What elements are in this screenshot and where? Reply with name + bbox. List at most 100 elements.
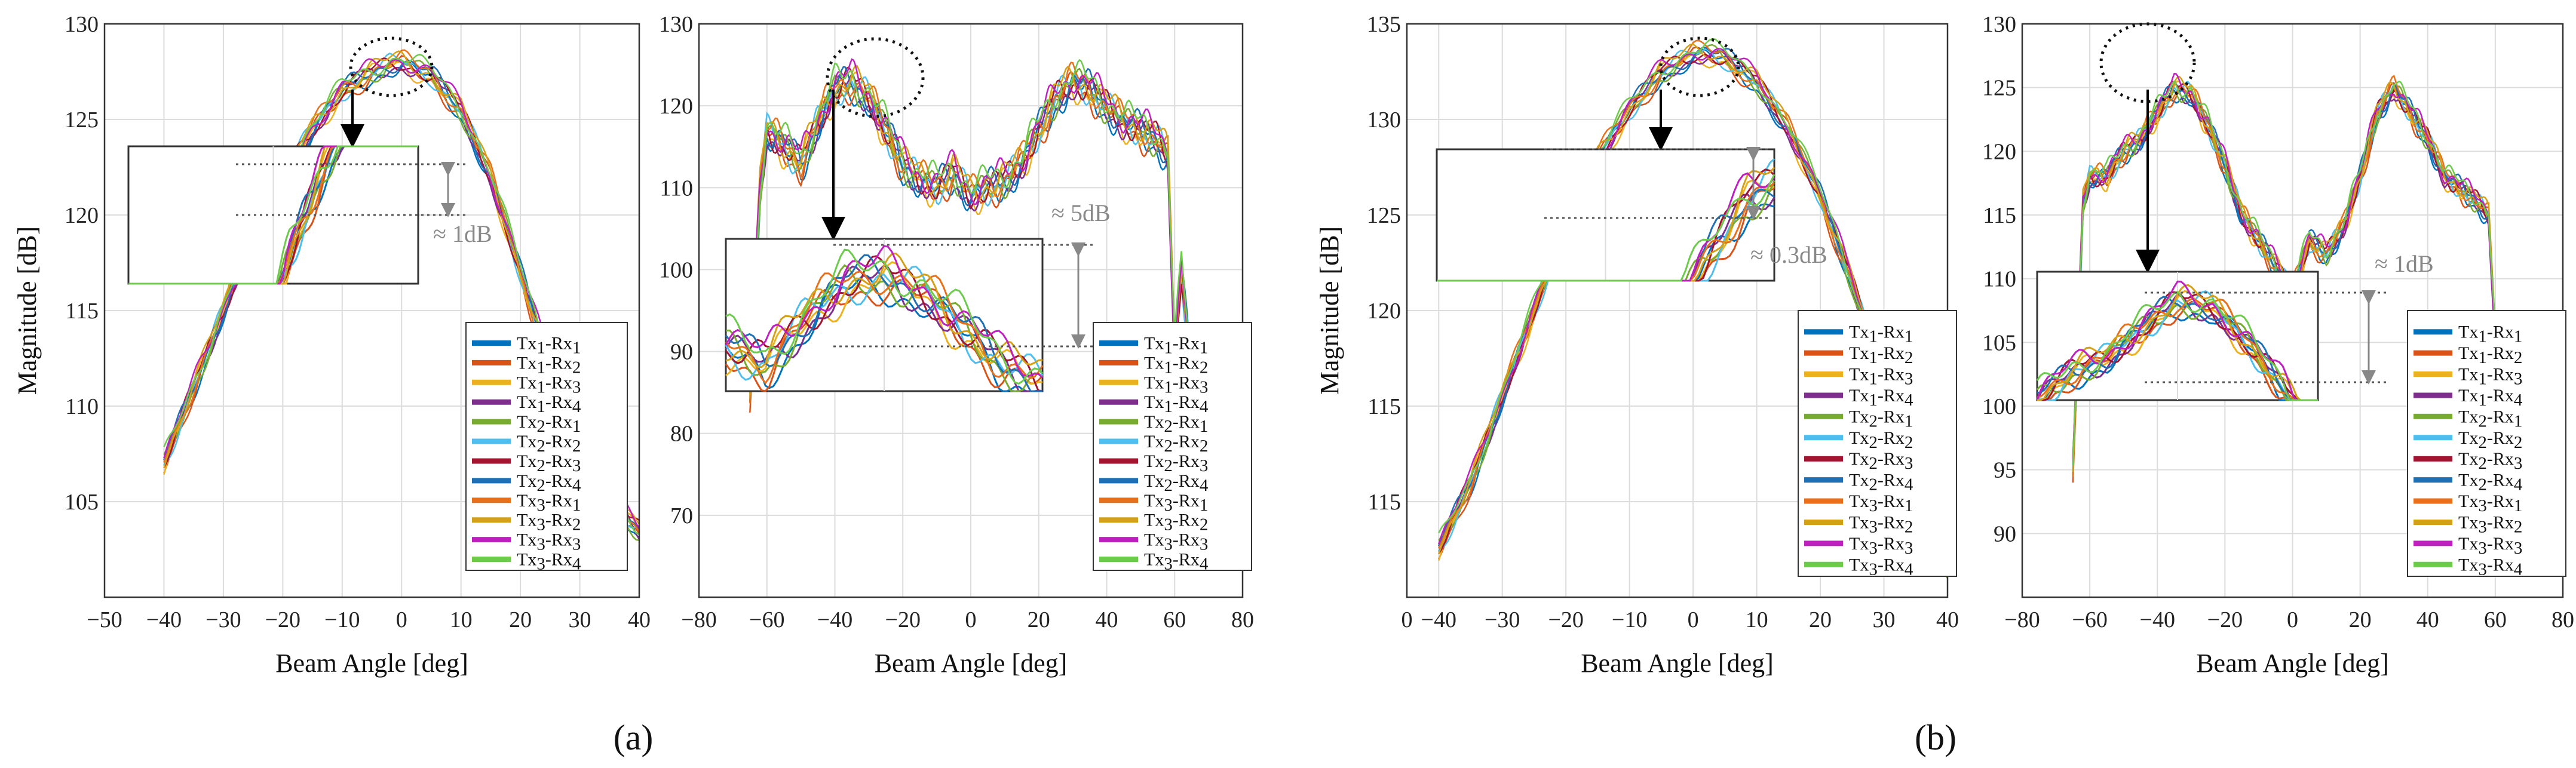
- legend-entry: Tx1-Rx3: [1144, 373, 1208, 397]
- y-tick-label: 120: [659, 94, 693, 119]
- legend-entry: Tx1-Rx4: [517, 392, 581, 416]
- legend-entry: Tx1-Rx3: [517, 373, 581, 397]
- legend-entry: Tx3-Rx1: [2458, 491, 2522, 515]
- legend-entry: Tx1-Rx1: [1144, 333, 1208, 357]
- x-tick-label: −50: [87, 607, 122, 632]
- inset-line-b2-2: [2037, 290, 2318, 401]
- legend-entry: Tx1-Rx4: [2458, 386, 2523, 410]
- legend-entry: Tx2-Rx2: [2458, 428, 2522, 452]
- x-tick-label: 60: [2484, 607, 2507, 632]
- y-tick-label: 130: [65, 12, 99, 37]
- y-tick-label: 115: [1983, 203, 2016, 228]
- peak-circle: [826, 37, 925, 118]
- peak-circle: [2099, 22, 2196, 103]
- x-tick-label: −30: [1485, 607, 1520, 632]
- legend-entry: Tx2-Rx4: [517, 471, 581, 495]
- x-tick-label: 20: [2349, 607, 2372, 632]
- x-tick-label: −10: [1612, 607, 1647, 632]
- y-tick-label: 120: [1982, 139, 2016, 164]
- y-tick-label: 90: [670, 340, 693, 365]
- x-axis-label: Beam Angle [deg]: [875, 649, 1068, 678]
- legend-entry: Tx2-Rx1: [1849, 407, 1913, 431]
- peak-circle: [1659, 36, 1740, 97]
- x-tick-label: −10: [324, 607, 360, 632]
- series-line-a2-9: [749, 64, 1192, 396]
- y-tick-label: 110: [1983, 267, 2016, 292]
- x-tick-label: 40: [1096, 607, 1118, 632]
- inset-line-a2-10: [725, 245, 1043, 379]
- inset-line-b2-10: [2036, 280, 2318, 401]
- delta-annotation: ≈ 5dB: [1051, 199, 1111, 226]
- y-tick-label: 70: [670, 503, 693, 529]
- y-tick-label: 130: [1982, 12, 2016, 37]
- legend-entry: Tx3-Rx4: [1849, 555, 1913, 579]
- legend-entry: Tx1-Rx1: [1849, 322, 1913, 346]
- legend-entry: Tx1-Rx2: [517, 353, 581, 377]
- chart-a1: −50 −40 −30 −20 −10 0 10 20 30 40 105 110 115 120 125 1…: [13, 12, 651, 678]
- legend-entry: Tx3-Rx2: [2458, 512, 2522, 536]
- x-tick-label: 20: [1028, 607, 1050, 632]
- legend-entry: Tx3-Rx1: [1849, 491, 1913, 515]
- legend-entry: Tx3-Rx1: [1144, 491, 1208, 515]
- y-tick-label: 115: [1367, 394, 1401, 419]
- x-tick-label: 40: [628, 607, 651, 632]
- inset-line-a2-7: [725, 254, 1042, 392]
- legend-entry: Tx2-Rx3: [1849, 449, 1913, 473]
- x-tick-label: 0: [965, 607, 977, 632]
- x-tick-label: 0: [396, 607, 407, 632]
- x-tick-label: 80: [2552, 607, 2574, 632]
- peak-circle: [349, 36, 434, 97]
- x-tick-label: −20: [2207, 607, 2243, 632]
- y-tick-label: 100: [659, 257, 693, 282]
- y-tick-label: 110: [660, 176, 693, 201]
- y-tick-label: 105: [65, 490, 99, 515]
- x-tick-label: −40: [2140, 607, 2175, 632]
- legend-entry: Tx3-Rx3: [1849, 534, 1913, 558]
- legend-entry: Tx2-Rx4: [1144, 471, 1209, 495]
- inset-line-b2-7: [2037, 296, 2318, 401]
- legend-entry: Tx3-Rx3: [1144, 530, 1208, 554]
- x-tick-label: 0: [2287, 607, 2298, 632]
- x-tick-label: −60: [2072, 607, 2107, 632]
- legend-entry: Tx2-Rx3: [517, 451, 581, 475]
- legend-entry: Tx2-Rx4: [2458, 471, 2523, 494]
- series-line-a2-6: [749, 66, 1192, 376]
- legend-entry: Tx2-Rx3: [1144, 451, 1208, 475]
- y-tick-label: 125: [65, 107, 99, 133]
- chart-a2: −80 −60 −40 −20 0 20 40 60 80 70 80 90 100 110 120 130 B…: [659, 12, 1254, 678]
- inset-line-b1-11: [1437, 174, 1775, 282]
- legend-entry: Tx1-Rx4: [1144, 392, 1209, 416]
- inset-line-a2-9: [725, 252, 1043, 368]
- series-line-a2-1: [749, 70, 1192, 413]
- y-tick-label: 110: [65, 394, 99, 419]
- legend-entry: Tx1-Rx3: [1849, 365, 1913, 389]
- legend-entry: Tx2-Rx2: [517, 432, 581, 456]
- legend-entry: Tx3-Rx2: [1144, 511, 1208, 534]
- y-tick-label: 130: [659, 12, 693, 37]
- y-tick-label: 100: [1982, 394, 2016, 419]
- legend-entry: Tx3-Rx4: [2458, 555, 2523, 579]
- x-tick-label: 0: [1402, 607, 1413, 632]
- x-tick-label: 40: [1936, 607, 1959, 632]
- x-tick-label: 80: [1231, 607, 1254, 632]
- legend-entry: Tx3-Rx4: [1144, 550, 1209, 574]
- x-tick-label: −40: [817, 607, 852, 632]
- x-tick-label: 10: [1746, 607, 1768, 632]
- x-tick-label: 30: [1873, 607, 1896, 632]
- x-tick-label: −20: [1548, 607, 1583, 632]
- y-tick-label: 120: [1367, 299, 1401, 324]
- x-tick-label: 10: [450, 607, 473, 632]
- legend-entry: Tx2-Rx1: [1144, 412, 1208, 436]
- x-axis-label: Beam Angle [deg]: [1581, 649, 1774, 678]
- legend-entry: Tx2-Rx2: [1849, 428, 1913, 452]
- x-tick-label: −40: [1421, 607, 1456, 632]
- chart-b2: −80 −60 −40 −20 0 20 40 60 80 90 95 100 105 110 115 120…: [1982, 12, 2574, 678]
- axes-box: [698, 23, 1244, 598]
- y-tick-label: 125: [1982, 76, 2016, 101]
- y-tick-label: 135: [1367, 12, 1401, 37]
- x-tick-label: 20: [1809, 607, 1832, 632]
- series-line-a2-11: [749, 59, 1192, 386]
- legend-entry: Tx3-Rx3: [2458, 534, 2522, 558]
- x-tick-label: −30: [206, 607, 241, 632]
